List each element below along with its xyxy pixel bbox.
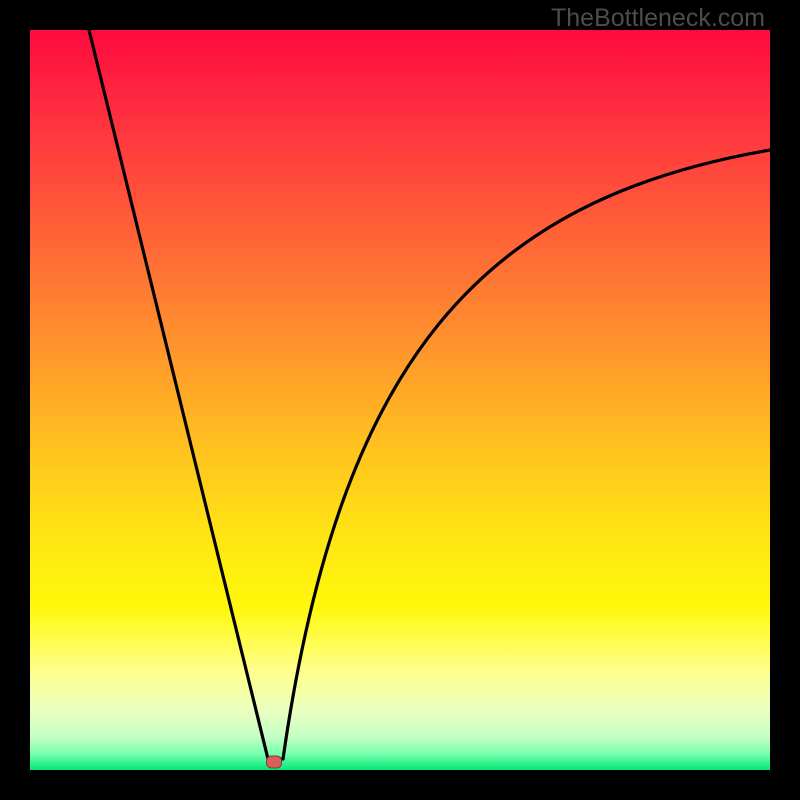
optimum-marker — [267, 756, 282, 768]
watermark-text: TheBottleneck.com — [551, 4, 765, 33]
chart-frame: TheBottleneck.com — [0, 0, 800, 800]
curve-layer — [30, 30, 770, 770]
bottleneck-curve — [89, 30, 770, 759]
plot-area — [30, 30, 770, 770]
